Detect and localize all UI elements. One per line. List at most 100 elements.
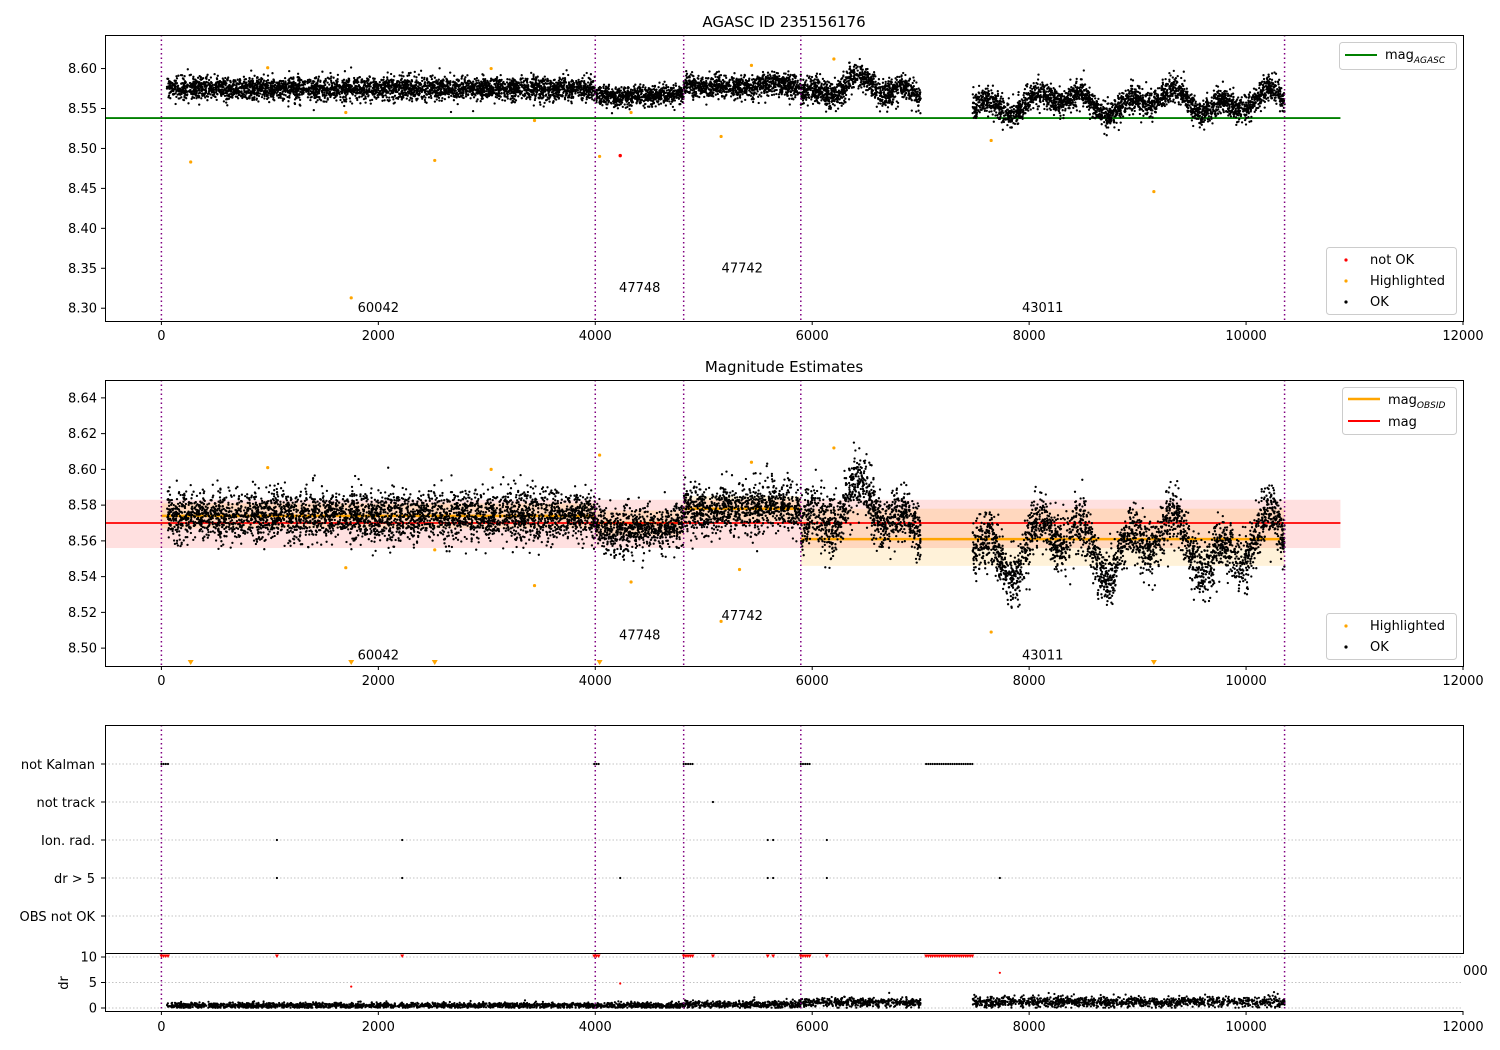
ok-point	[392, 86, 396, 90]
ok-point	[221, 84, 224, 87]
ok-point	[342, 88, 345, 91]
ok-point	[256, 82, 260, 85]
ok-point	[392, 96, 395, 99]
ok-point	[213, 72, 216, 76]
ok-point	[288, 69, 291, 73]
ok-point	[714, 75, 717, 78]
ok-point	[189, 88, 192, 92]
ok-point	[472, 96, 476, 99]
ok-point	[323, 94, 327, 98]
ok-point	[195, 94, 198, 98]
ok-point	[272, 78, 275, 81]
ok-point	[535, 88, 539, 92]
ok-point	[563, 96, 567, 99]
ok-point	[579, 85, 582, 88]
ok-point	[364, 95, 367, 98]
ok-point	[468, 90, 472, 94]
ok-point	[425, 101, 428, 104]
ok-point	[333, 96, 336, 100]
ok-point	[359, 91, 362, 94]
ok-point	[520, 81, 523, 84]
ok-point	[385, 79, 388, 83]
ok-point	[646, 94, 649, 98]
ok-point	[665, 83, 668, 87]
ok-point	[409, 90, 412, 93]
ok-point	[553, 95, 556, 98]
ok-point	[495, 93, 498, 96]
ok-point	[198, 103, 201, 106]
ok-point	[236, 78, 239, 81]
ok-point	[685, 74, 688, 77]
ok-point	[251, 77, 254, 81]
ok-point	[243, 90, 246, 94]
ok-point	[501, 98, 504, 102]
ok-point	[692, 98, 695, 102]
ok-point	[465, 84, 469, 87]
ok-point	[475, 79, 478, 82]
ok-point	[431, 74, 434, 77]
ok-point	[589, 73, 593, 76]
ok-point	[455, 78, 458, 81]
ok-point	[616, 98, 620, 102]
ok-point	[400, 74, 403, 77]
ok-point	[256, 85, 259, 88]
ok-point	[446, 80, 450, 83]
ok-point	[234, 83, 238, 87]
ok-point	[494, 83, 497, 87]
ok-point	[415, 97, 418, 101]
ok-point	[606, 103, 609, 106]
ok-point	[672, 92, 675, 95]
ok-point	[476, 89, 479, 92]
ok-point	[425, 77, 429, 80]
ok-point	[717, 70, 721, 73]
ok-point	[508, 78, 511, 81]
ok-point	[418, 81, 422, 85]
ok-point	[312, 88, 315, 91]
ok-point	[430, 77, 434, 81]
ok-point	[539, 90, 543, 93]
ok-point	[303, 88, 306, 91]
ok-point	[462, 86, 465, 89]
ok-point	[513, 88, 516, 91]
ok-point	[234, 95, 238, 98]
ok-point	[335, 93, 338, 96]
ok-point	[401, 90, 404, 93]
ok-point	[298, 98, 302, 102]
ok-point	[382, 76, 385, 79]
ok-point	[557, 93, 560, 97]
ok-point	[614, 97, 617, 100]
ok-point	[470, 92, 473, 96]
ok-point	[298, 82, 301, 86]
ok-point	[170, 86, 173, 89]
ok-point	[219, 93, 223, 96]
ok-point	[502, 89, 506, 92]
ok-point	[268, 100, 271, 104]
ok-point	[545, 79, 549, 83]
ok-point	[270, 87, 274, 90]
ok-point	[368, 75, 371, 78]
ok-point	[583, 74, 586, 77]
ok-point	[403, 88, 406, 91]
ok-point	[550, 81, 553, 84]
ok-point	[626, 96, 629, 99]
ok-point	[495, 75, 499, 79]
ok-point	[340, 92, 344, 95]
ok-point	[400, 97, 404, 100]
ok-point	[610, 92, 613, 96]
ok-point	[600, 93, 603, 97]
ok-point	[630, 96, 633, 99]
ok-point	[519, 78, 522, 81]
ok-point	[731, 92, 734, 95]
ok-point	[405, 97, 408, 100]
ok-point	[286, 95, 289, 99]
ok-point	[620, 86, 623, 89]
ok-point	[321, 91, 324, 94]
ok-point	[534, 80, 537, 84]
ok-point	[629, 88, 633, 91]
ok-point	[367, 94, 370, 97]
ok-point	[204, 91, 208, 94]
ok-point	[586, 81, 590, 84]
ok-point	[352, 91, 355, 94]
ok-point	[490, 84, 493, 87]
ok-point	[551, 91, 554, 94]
